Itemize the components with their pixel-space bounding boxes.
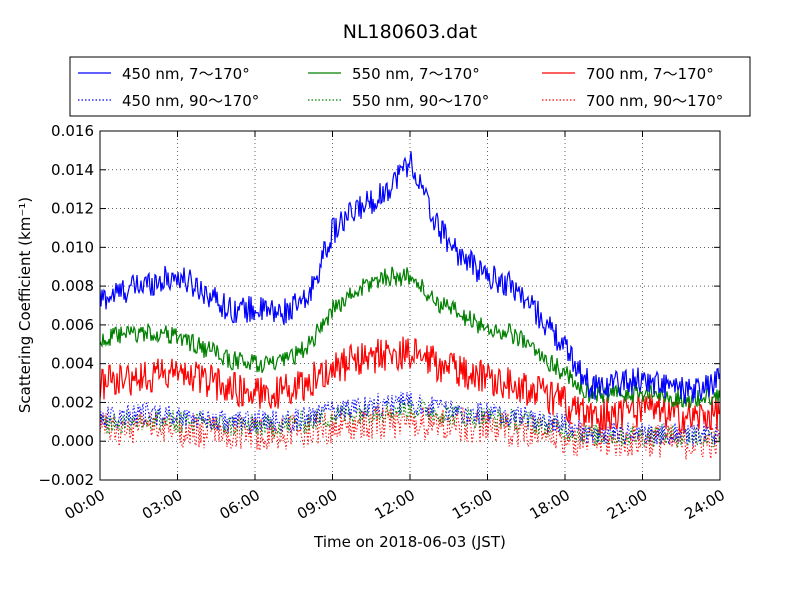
x-tick-label: 21:00 bbox=[604, 486, 650, 523]
y-tick-label: 0.014 bbox=[51, 161, 94, 179]
x-tick-label: 18:00 bbox=[527, 486, 573, 523]
axis-ticks: 00:00 03:00 06:00 09:00 12:00 15:00 18:00 21:00… bbox=[38, 122, 728, 523]
y-tick-label: 0.004 bbox=[51, 355, 94, 373]
x-tick-label: 15:00 bbox=[449, 486, 495, 523]
legend-label: 550 nm, 90～170° bbox=[352, 92, 489, 110]
legend-label: 450 nm, 90～170° bbox=[122, 92, 259, 110]
legend-label: 700 nm, 90～170° bbox=[586, 92, 723, 110]
y-tick-label: 0.016 bbox=[51, 122, 94, 140]
x-tick-label: 03:00 bbox=[139, 486, 185, 523]
series-line bbox=[100, 151, 720, 404]
legend: 450 nm, 7～170° 450 nm, 90～170° 550 nm, 7～1… bbox=[69, 56, 751, 117]
x-tick-label: 12:00 bbox=[372, 486, 418, 523]
legend-label: 550 nm, 7～170° bbox=[352, 65, 480, 83]
plot-series bbox=[100, 151, 720, 460]
x-tick-label: 06:00 bbox=[217, 486, 263, 523]
y-axis-label: Scattering Coefficient (km⁻¹) bbox=[16, 197, 34, 413]
legend-label: 450 nm, 7～170° bbox=[122, 65, 250, 83]
series-line bbox=[100, 266, 720, 409]
y-tick-label: 0.008 bbox=[51, 277, 94, 295]
series-line bbox=[100, 336, 720, 434]
x-tick-label: 24:00 bbox=[682, 486, 728, 523]
y-tick-label: 0.006 bbox=[51, 316, 94, 334]
chart-title: NL180603.dat bbox=[343, 21, 478, 43]
x-tick-label: 09:00 bbox=[294, 486, 340, 523]
y-tick-label: 0.002 bbox=[51, 393, 94, 411]
y-tick-label: 0.000 bbox=[51, 432, 94, 450]
y-tick-label: −0.002 bbox=[38, 471, 94, 489]
y-tick-label: 0.012 bbox=[51, 200, 94, 218]
x-axis-label: Time on 2018-06-03 (JST) bbox=[313, 533, 506, 551]
legend-frame bbox=[69, 56, 751, 117]
y-tick-label: 0.010 bbox=[51, 238, 94, 256]
gridlines bbox=[100, 131, 720, 480]
series-line bbox=[100, 396, 720, 449]
series-line bbox=[100, 405, 720, 460]
x-tick-label: 00:00 bbox=[62, 486, 108, 523]
legend-label: 700 nm, 7～170° bbox=[586, 65, 714, 83]
